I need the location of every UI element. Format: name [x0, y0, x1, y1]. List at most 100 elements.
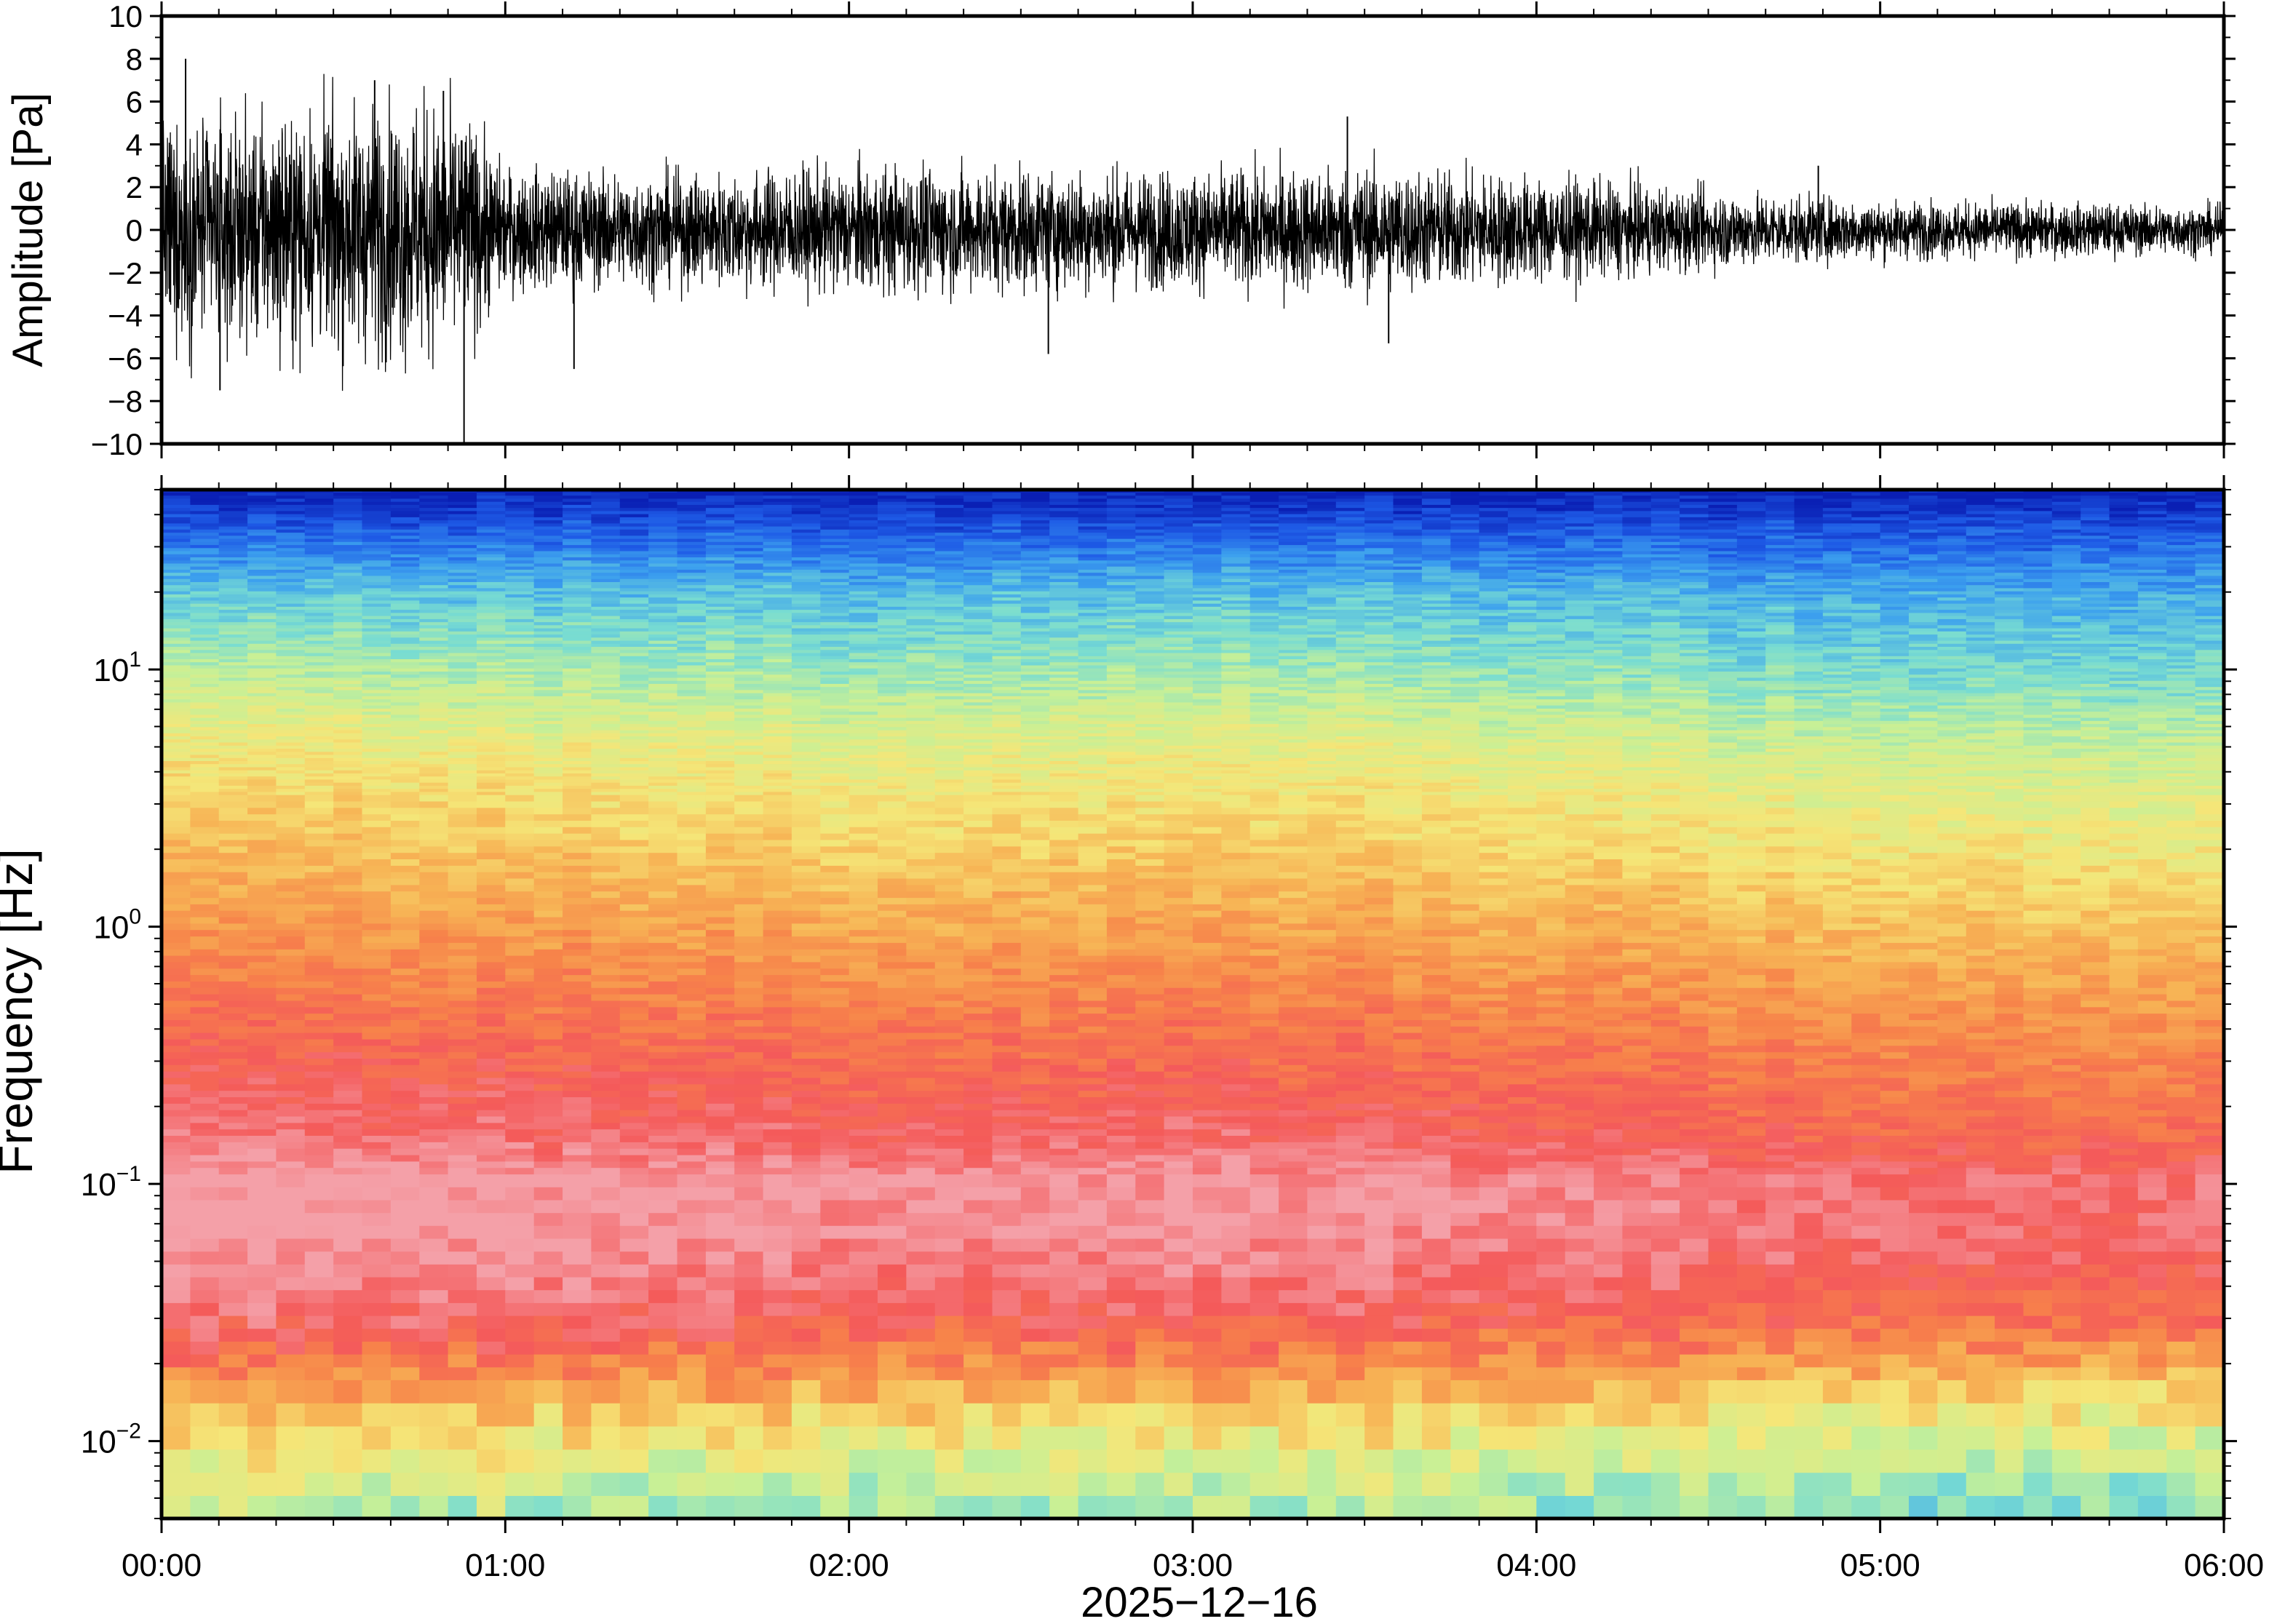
- spectrogram-cell: [734, 612, 764, 616]
- spectrogram-cell: [648, 597, 678, 601]
- spectrogram-cell: [763, 1000, 792, 1008]
- spectrogram-cell: [791, 929, 822, 937]
- spectrogram-cell: [362, 560, 392, 564]
- spectrogram-cell: [791, 711, 822, 715]
- spectrogram-cell: [218, 569, 248, 573]
- spectrogram-cell: [734, 754, 764, 758]
- spectrogram-cell: [563, 1148, 592, 1155]
- spectrogram-cell: [390, 794, 421, 802]
- spectrogram-cell: [849, 609, 878, 613]
- spectrogram-cell: [448, 788, 477, 792]
- spectrogram-cell: [820, 897, 850, 904]
- spectrogram-cell: [648, 572, 678, 576]
- spectrogram-cell: [820, 517, 850, 521]
- spectrogram-cell: [218, 1142, 248, 1149]
- spectrogram-cell: [763, 1045, 792, 1053]
- spectrogram-cell: [505, 1289, 535, 1303]
- spectrogram-cell: [362, 606, 392, 610]
- spectrogram-cell: [763, 618, 792, 623]
- spectrogram-cell: [734, 711, 764, 715]
- spectrogram-cell: [477, 711, 506, 715]
- spectrogram-cell: [362, 520, 392, 524]
- spectrogram-cell: [477, 741, 506, 746]
- spectrogram-cell: [390, 1077, 421, 1085]
- spectrogram-cell: [419, 615, 449, 619]
- spectrogram-cell: [390, 1122, 421, 1130]
- spectrogram-cell: [849, 1115, 878, 1123]
- spectrogram-cell: [763, 1142, 792, 1149]
- spectrogram-cell: [505, 1038, 535, 1046]
- spectrogram-cell: [390, 1353, 421, 1368]
- spectrogram-cell: [505, 562, 535, 567]
- spectrogram-cell: [763, 1070, 792, 1078]
- waveform-y-tick-label: 4: [126, 127, 143, 162]
- spectrogram-cell: [190, 646, 220, 650]
- spectrogram-cell: [390, 649, 421, 653]
- spectrogram-cell: [820, 498, 850, 502]
- spectrogram-cell: [734, 708, 764, 712]
- spectrogram-cell: [849, 865, 878, 872]
- spectrogram-cell: [849, 1449, 878, 1473]
- spectrogram-cell: [591, 974, 621, 982]
- spectrogram-cell: [849, 781, 878, 786]
- spectrogram-cell: [218, 1328, 248, 1342]
- spectrogram-cell: [906, 766, 936, 771]
- spectrogram-cell: [763, 680, 792, 684]
- spectrogram-cell: [677, 1148, 707, 1155]
- spectrogram-cell: [276, 569, 306, 573]
- spectrogram-cell: [878, 751, 907, 755]
- spectrogram-cell: [448, 569, 477, 573]
- spectrogram-cell: [533, 904, 563, 911]
- spectrogram-cell: [677, 1353, 707, 1368]
- spectrogram-cell: [849, 974, 878, 982]
- spectrogram-cell: [763, 594, 792, 598]
- spectrogram-cell: [419, 923, 449, 931]
- spectrogram-cell: [247, 820, 277, 827]
- spectrogram-cell: [448, 1045, 477, 1053]
- spectrogram-cell: [276, 1402, 306, 1427]
- spectrogram-cell: [648, 1366, 678, 1380]
- spectrogram-cell: [505, 618, 535, 623]
- spectrogram-cell: [849, 1019, 878, 1027]
- spectrogram-cell: [190, 748, 220, 752]
- spectrogram-cell: [820, 677, 850, 681]
- spectrogram-cell: [218, 609, 248, 613]
- spectrogram-cell: [419, 602, 449, 607]
- spectrogram-cell: [304, 981, 334, 988]
- spectrogram-cell: [734, 1161, 764, 1169]
- spectrogram-cell: [362, 1212, 392, 1226]
- spectrogram-cell: [619, 572, 649, 576]
- spectrogram-cell: [619, 624, 649, 629]
- spectrogram-cell: [849, 708, 878, 712]
- spectrogram-cell: [333, 544, 363, 549]
- spectrogram-cell: [820, 1045, 850, 1053]
- spectrogram-cell: [190, 1472, 220, 1496]
- spectrogram-cell: [247, 916, 277, 924]
- spectrogram-cell: [304, 1402, 334, 1427]
- spectrogram-cell: [419, 1187, 449, 1201]
- spectrogram-cell: [677, 612, 707, 616]
- spectrogram-cell: [878, 656, 907, 659]
- spectrogram-cell: [304, 557, 334, 561]
- spectrogram-cell: [505, 525, 535, 530]
- spectrogram-cell: [419, 1251, 449, 1265]
- spectrogram-cell: [390, 597, 421, 601]
- spectrogram-cell: [448, 522, 477, 527]
- spectrogram-cell: [648, 1238, 678, 1252]
- spectrogram-cell: [362, 1129, 392, 1136]
- spectrogram-cell: [505, 550, 535, 554]
- spectrogram-cell: [705, 562, 736, 567]
- spectrogram-cell: [362, 1038, 392, 1046]
- spectrogram-cell: [705, 649, 736, 653]
- spectrogram-cell: [190, 949, 220, 956]
- spectrogram-cell: [247, 839, 277, 847]
- spectrogram-cell: [763, 794, 792, 802]
- spectrogram-cell: [247, 760, 277, 765]
- spectrogram-cell: [791, 677, 822, 681]
- spectrogram-cell: [705, 1019, 736, 1027]
- spectrogram-cell: [190, 566, 220, 570]
- spectrogram-cell: [247, 794, 277, 802]
- spectrogram-cell: [419, 1032, 449, 1040]
- spectrogram-cell: [190, 560, 220, 564]
- spectrogram-cell: [878, 1129, 907, 1136]
